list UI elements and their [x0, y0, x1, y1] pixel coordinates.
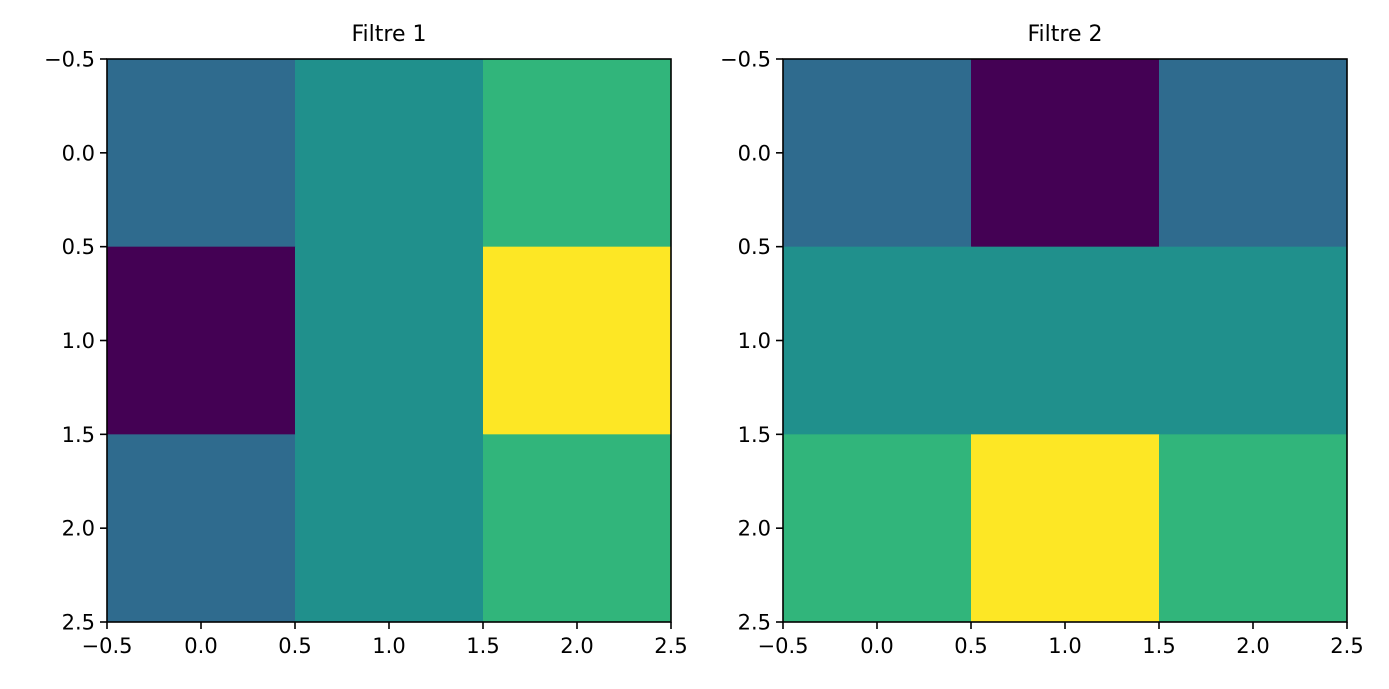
y-tick-label: 2.5 [738, 611, 771, 635]
x-tick-label: 1.5 [466, 634, 499, 658]
heatmap-cell [783, 59, 972, 248]
y-tick-label: 0.0 [738, 141, 771, 165]
x-tick-label: 1.5 [1142, 634, 1175, 658]
heatmap-cell [483, 246, 672, 435]
y-tick-label: 1.0 [62, 329, 95, 353]
heatmap-cell [107, 434, 296, 623]
y-tick-label: −0.5 [720, 48, 771, 72]
heatmap-cell [971, 434, 1160, 623]
x-tick-label: 0.5 [278, 634, 311, 658]
heatmap-cells [107, 59, 672, 623]
y-tick-label: 2.5 [62, 611, 95, 635]
heatmap-cell [107, 246, 296, 435]
y-tick-label: 0.5 [738, 235, 771, 259]
x-tick-label: 2.0 [1236, 634, 1269, 658]
chart-title: Filtre 2 [1028, 22, 1103, 47]
x-tick-label: 1.0 [1048, 634, 1081, 658]
heatmap-cell [483, 434, 672, 623]
x-tick-label: 0.5 [954, 634, 987, 658]
heatmap-cell [971, 246, 1160, 435]
heatmap-cell [971, 59, 1160, 248]
heatmap-cell [295, 434, 484, 623]
x-tick-label: 1.0 [372, 634, 405, 658]
axis-ticks: −0.5 0.0 0.5 1.0 1.5 2.0 2.5−0.50.00.51.01.52.… [720, 48, 1364, 659]
heatmap-cells [783, 59, 1348, 623]
x-tick-label: 2.5 [1330, 634, 1363, 658]
y-tick-label: 0.0 [62, 141, 95, 165]
heatmap-panel-filtre-2: Filtre 2 −0.5 0.0 0.5 1.0 1.5 2.0 2.5−0.50.00.… [720, 22, 1364, 658]
y-tick-label: 1.5 [62, 423, 95, 447]
x-tick-label: −0.5 [758, 634, 809, 658]
x-tick-label: 0.0 [860, 634, 893, 658]
x-tick-label: 0.0 [184, 634, 217, 658]
heatmap-cell [295, 246, 484, 435]
x-tick-label: 2.5 [654, 634, 687, 658]
chart-title: Filtre 1 [352, 22, 427, 47]
heatmap-cell [107, 59, 296, 248]
axis-ticks: −0.5 0.0 0.5 1.0 1.5 2.0 2.5−0.50.00.51.01.52.… [44, 48, 688, 659]
heatmap-cell [483, 59, 672, 248]
y-tick-label: 2.0 [738, 517, 771, 541]
heatmap-panel-filtre-1: Filtre 1 −0.5 0.0 0.5 1.0 1.5 2.0 2.5−0.50.00.… [44, 22, 688, 658]
y-tick-label: 1.0 [738, 329, 771, 353]
heatmap-cell [783, 246, 972, 435]
heatmap-cell [1159, 246, 1348, 435]
y-tick-label: 2.0 [62, 517, 95, 541]
y-tick-label: 1.5 [738, 423, 771, 447]
heatmap-cell [295, 59, 484, 248]
y-tick-label: 0.5 [62, 235, 95, 259]
heatmap-cell [1159, 59, 1348, 248]
heatmap-cell [783, 434, 972, 623]
y-tick-label: −0.5 [44, 48, 95, 72]
heatmap-cell [1159, 434, 1348, 623]
x-tick-label: −0.5 [82, 634, 133, 658]
x-tick-label: 2.0 [560, 634, 593, 658]
